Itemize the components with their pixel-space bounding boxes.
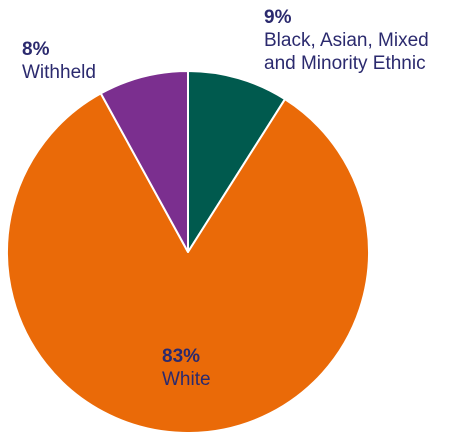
slice-name-line: White — [162, 369, 211, 390]
pie-slice-white — [6, 92, 370, 432]
pie-slice-bame — [187, 70, 286, 253]
slice-name-line: Black, Asian, Mixed — [264, 30, 429, 51]
slice-label-bame: 9% Black, Asian, Mixed and Minority Ethn… — [264, 6, 429, 75]
slice-name-line: Withheld — [22, 62, 96, 83]
slice-value-label: 83% — [162, 346, 201, 367]
pie-slice-withheld — [99, 70, 189, 253]
slice-name-line: and Minority Ethnic — [264, 53, 426, 74]
slice-label-white: 83% White — [162, 345, 211, 391]
slice-value-label: 8% — [22, 39, 50, 60]
slice-value-label: 9% — [264, 7, 292, 28]
slice-label-withheld: 8% Withheld — [22, 38, 96, 84]
